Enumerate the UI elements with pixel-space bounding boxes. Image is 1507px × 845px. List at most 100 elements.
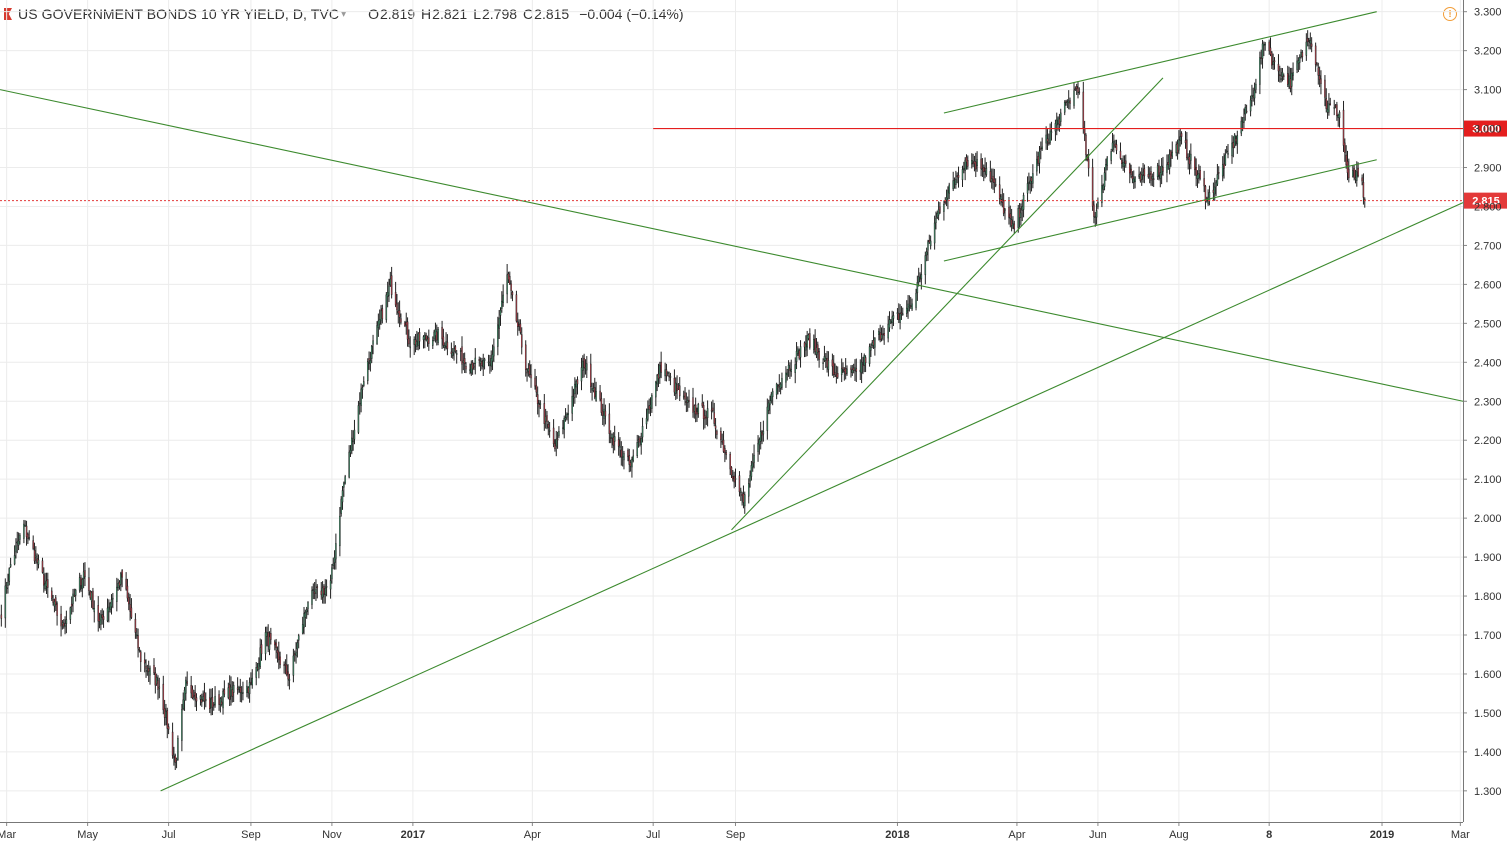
candle [1318,66,1321,88]
candle-body [250,681,252,684]
candle [112,592,114,609]
candle-body [335,543,337,560]
candle-body [843,369,846,372]
candle-body [564,417,567,420]
candle [998,176,1001,205]
candle [479,357,482,372]
candle [935,211,937,230]
candle-body [455,353,458,355]
candle [759,421,762,450]
candle [868,343,871,367]
y-tick-label: 3.200 [1474,46,1502,58]
candle [1271,50,1273,69]
candle [564,408,567,422]
candle [673,369,676,396]
candle [268,631,271,656]
candle-body [1093,204,1095,217]
candle-body [1203,178,1205,187]
candle [428,329,430,351]
candle-body [74,589,77,596]
candle-body [734,478,737,480]
candle [693,404,696,419]
candle [967,155,969,170]
candle [907,295,909,319]
candle [205,692,207,708]
candle [971,153,973,169]
candle-body [1103,172,1106,187]
candle [716,429,718,440]
candle [669,372,672,386]
candle-body [409,346,411,349]
candle [1344,138,1346,162]
candle [753,444,755,469]
candle-body [612,437,615,446]
candle-body [526,371,528,374]
candle [1354,169,1357,184]
candle-body [947,190,949,199]
candle [469,363,471,375]
candle [880,327,883,342]
candle-body [586,363,588,371]
candle [227,682,230,700]
candle [686,396,689,412]
candle-body [295,651,297,657]
candle [835,365,838,384]
candle-body [106,607,109,622]
candle [13,545,16,566]
candle-body [27,533,29,539]
candle [645,408,648,429]
candle-body [501,300,503,309]
candle-body [1156,165,1159,178]
candle-body [19,534,21,540]
candle [1279,65,1281,83]
candle-body [436,331,438,341]
candle-body [854,367,856,371]
candle-body [957,174,960,178]
candle [143,652,146,673]
candle [242,681,244,701]
candle-body [193,694,195,697]
candle [1056,112,1058,136]
candle [1170,149,1172,167]
candle-body [316,586,319,589]
candle [688,389,690,408]
candle-body [461,346,463,365]
candle-body [28,537,30,539]
candle [620,441,623,466]
candle [498,310,500,339]
candle-body [97,605,99,622]
symbol-title[interactable]: US GOVERNMENT BONDS 10 YR YIELD, D, TVC [18,6,340,22]
candle [797,346,799,356]
candle-body [394,292,397,306]
candle [1196,170,1199,188]
warning-circle-icon[interactable]: ! [1443,7,1457,21]
candle-body [1066,101,1069,103]
candle-body [405,321,407,326]
candle-body [879,332,881,340]
candle-body [592,388,595,391]
candle-body [361,387,364,391]
candle [120,571,122,592]
candle-body [1310,43,1313,47]
candle [286,654,288,677]
candle-body [258,663,260,671]
candle [507,271,510,284]
candle [41,557,44,574]
candle-body [1041,146,1043,150]
candle [1301,50,1304,62]
candle [1310,37,1313,53]
candle [340,496,342,517]
chevron-down-icon[interactable]: ▾ [341,8,347,20]
candle [567,404,569,424]
candle [93,600,96,623]
candle [209,688,211,713]
candle-body [835,374,838,377]
candle [908,295,911,312]
candle [724,445,726,463]
candle-body [647,408,649,420]
candle-body [701,402,704,407]
candle [8,567,11,586]
last-price-badge [1464,192,1507,209]
candle-body [920,274,923,280]
